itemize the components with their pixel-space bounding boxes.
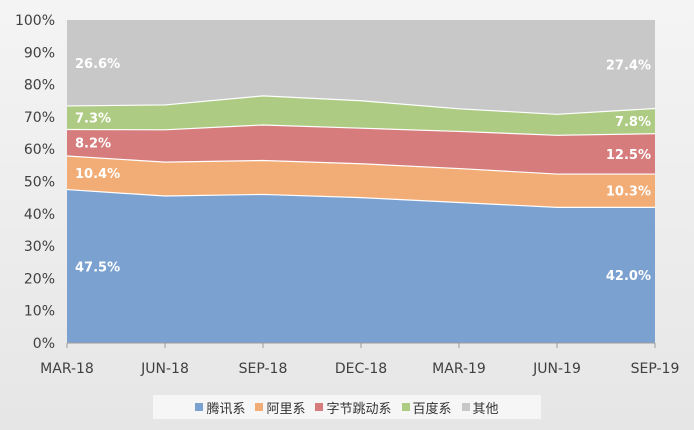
data-label: 10.4% bbox=[75, 167, 120, 182]
chart-legend: 腾讯系 阿里系 字节跳动系 百度系 其他 bbox=[153, 395, 541, 419]
y-tick-label: 100% bbox=[15, 13, 55, 29]
data-label: 10.3% bbox=[606, 185, 651, 200]
legend-swatch bbox=[195, 403, 204, 411]
legend-item: 其他 bbox=[461, 398, 499, 417]
y-tick-label: 0% bbox=[33, 336, 55, 352]
y-tick-label: 10% bbox=[24, 304, 55, 320]
y-tick-label: 80% bbox=[24, 78, 55, 94]
x-tick-label: JUN-18 bbox=[140, 361, 189, 377]
legend-label: 字节跳动系 bbox=[326, 401, 392, 417]
data-label: 47.5% bbox=[75, 260, 120, 275]
series-area-3 bbox=[67, 95, 655, 136]
legend-item: 百度系 bbox=[401, 398, 452, 417]
series-area-4 bbox=[67, 20, 655, 115]
legend-swatch bbox=[401, 403, 410, 411]
series-area-0 bbox=[67, 189, 655, 343]
data-label: 7.8% bbox=[615, 115, 651, 130]
legend-item: 阿里系 bbox=[255, 398, 305, 417]
y-tick-label: 60% bbox=[24, 142, 55, 158]
data-label: 27.4% bbox=[606, 58, 651, 73]
y-tick-label: 90% bbox=[24, 45, 55, 61]
legend-swatch bbox=[315, 403, 324, 411]
y-tick-label: 50% bbox=[24, 175, 55, 191]
x-tick-label: JUN-19 bbox=[532, 361, 581, 377]
legend-label: 百度系 bbox=[412, 401, 452, 417]
x-tick-label: DEC-18 bbox=[335, 361, 387, 377]
legend-label: 其他 bbox=[472, 401, 499, 417]
data-label: 26.6% bbox=[75, 57, 120, 72]
y-tick-label: 30% bbox=[24, 239, 55, 255]
series-area-2 bbox=[67, 124, 655, 175]
legend-label: 腾讯系 bbox=[206, 401, 246, 417]
legend-item: 字节跳动系 bbox=[315, 398, 392, 417]
x-tick-label: SEP-19 bbox=[631, 361, 680, 377]
data-label: 42.0% bbox=[606, 269, 651, 284]
y-tick-label: 40% bbox=[24, 207, 55, 223]
y-tick-label: 20% bbox=[24, 271, 55, 287]
y-tick-label: 70% bbox=[24, 110, 55, 126]
series-boundary-0 bbox=[66, 188, 655, 208]
x-tick-label: MAR-19 bbox=[432, 361, 486, 377]
x-tick-label: SEP-18 bbox=[239, 361, 288, 377]
series-boundary-1 bbox=[66, 155, 655, 175]
legend-label: 阿里系 bbox=[266, 401, 306, 417]
data-label: 7.3% bbox=[75, 112, 111, 127]
series-boundary-2 bbox=[66, 124, 656, 136]
series-area-1 bbox=[67, 155, 655, 208]
data-label: 8.2% bbox=[75, 137, 111, 152]
legend-swatch bbox=[461, 403, 470, 411]
legend-swatch bbox=[255, 403, 264, 411]
series-boundary-3 bbox=[66, 95, 656, 115]
legend-item: 腾讯系 bbox=[195, 398, 245, 417]
x-tick-label: MAR-18 bbox=[40, 361, 94, 377]
data-label: 12.5% bbox=[606, 148, 651, 163]
